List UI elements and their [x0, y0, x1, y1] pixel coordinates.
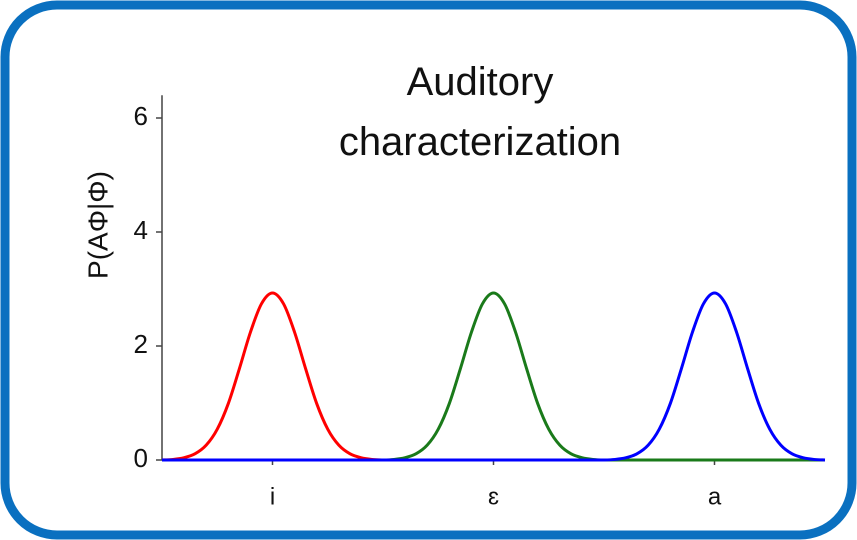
x-tick-label: i [270, 483, 275, 510]
y-tick-label: 6 [134, 101, 148, 131]
y-tick-label: 2 [134, 329, 148, 359]
line-series [161, 291, 826, 462]
x-tick-label: ɛ [488, 483, 499, 510]
y-tick-label: 4 [134, 215, 148, 245]
y-axis-label: P(AΦ|Φ) [82, 171, 113, 279]
x-tick-label: a [708, 483, 722, 510]
y-tick-label: 0 [134, 443, 148, 473]
chart-title: Auditory characterization [338, 60, 622, 164]
